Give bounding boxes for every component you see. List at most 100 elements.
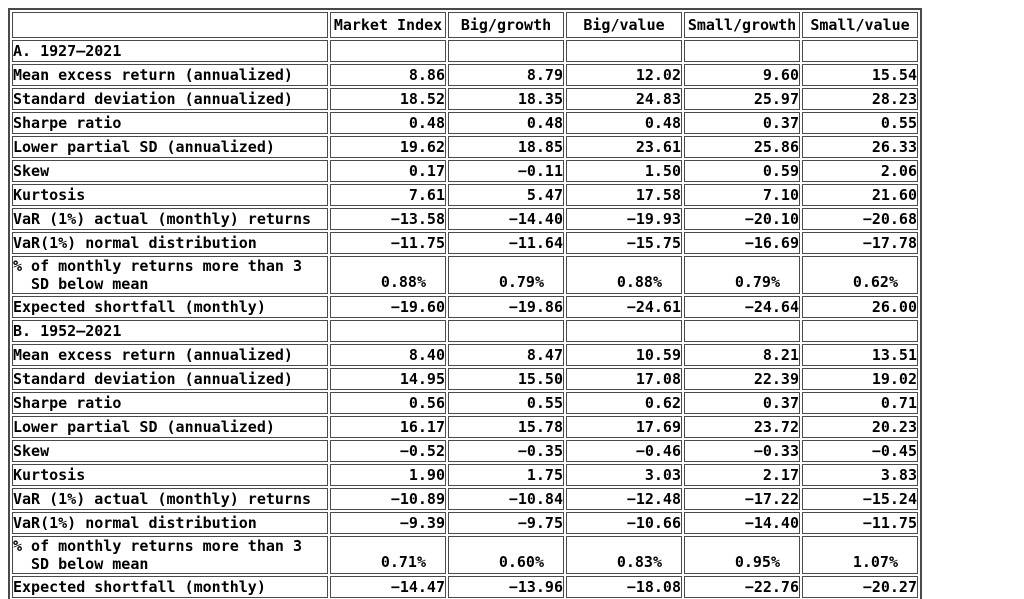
value-cell: 25.86	[684, 136, 800, 158]
table-row: VaR(1%) normal distribution −9.39 −9.75 −10…	[12, 512, 918, 534]
value-cell: 20.23	[802, 416, 918, 438]
value-cell: 8.47	[448, 344, 564, 366]
value-cell: 18.35	[448, 88, 564, 110]
row-label: % of monthly returns more than 3 SD below…	[12, 256, 328, 294]
value-cell: 7.61	[330, 184, 446, 206]
value-cell: 8.79	[448, 64, 564, 86]
table-row: Kurtosis 7.61 5.47 17.58 7.10 21.60	[12, 184, 918, 206]
value-cell: 19.62	[330, 136, 446, 158]
row-label: VaR(1%) normal distribution	[12, 232, 328, 254]
value-cell: 0.71	[802, 392, 918, 414]
value-cell: 23.61	[566, 136, 682, 158]
table-row: Mean excess return (annualized) 8.40 8.47 1…	[12, 344, 918, 366]
row-label: Mean excess return (annualized)	[12, 344, 328, 366]
value-cell: 0.71%	[330, 536, 446, 574]
table-row: Standard deviation (annualized) 18.52 18.3…	[12, 88, 918, 110]
row-label: Expected shortfall (monthly)	[12, 296, 328, 318]
value-cell: 0.48	[330, 112, 446, 134]
value-cell: 13.51	[802, 344, 918, 366]
value-cell: 8.40	[330, 344, 446, 366]
value-cell: −11.75	[330, 232, 446, 254]
value-cell: −17.78	[802, 232, 918, 254]
value-cell: −10.89	[330, 488, 446, 510]
value-cell: 18.52	[330, 88, 446, 110]
value-cell: 1.50	[566, 160, 682, 182]
table-row: Standard deviation (annualized) 14.95 15.5…	[12, 368, 918, 390]
value-cell: −14.47	[330, 576, 446, 598]
value-cell: 23.72	[684, 416, 800, 438]
value-cell: 5.47	[448, 184, 564, 206]
empty-cell	[330, 40, 446, 62]
value-cell: 26.00	[802, 296, 918, 318]
table-header-row: Market Index Big/growth Big/value Small/gro…	[12, 12, 918, 38]
row-label: Skew	[12, 160, 328, 182]
value-cell: 0.48	[448, 112, 564, 134]
row-label: Standard deviation (annualized)	[12, 88, 328, 110]
column-header: Market Index	[330, 12, 446, 38]
table-row: Lower partial SD (annualized) 16.17 15.78 1…	[12, 416, 918, 438]
empty-cell	[448, 320, 564, 342]
value-cell: −9.39	[330, 512, 446, 534]
table-row: VaR(1%) normal distribution −11.75 −11.64−…	[12, 232, 918, 254]
empty-cell	[330, 320, 446, 342]
value-cell: −19.86	[448, 296, 564, 318]
value-cell: 0.62	[566, 392, 682, 414]
empty-cell	[802, 320, 918, 342]
value-cell: 26.33	[802, 136, 918, 158]
value-cell: 17.58	[566, 184, 682, 206]
value-cell: 24.83	[566, 88, 682, 110]
value-cell: −15.75	[566, 232, 682, 254]
corner-cell	[12, 12, 328, 38]
value-cell: 0.55	[802, 112, 918, 134]
value-cell: 2.17	[684, 464, 800, 486]
value-cell: −24.61	[566, 296, 682, 318]
value-cell: 0.17	[330, 160, 446, 182]
row-label: Expected shortfall (monthly)	[12, 576, 328, 598]
value-cell: −0.35	[448, 440, 564, 462]
value-cell: 28.23	[802, 88, 918, 110]
row-label: Kurtosis	[12, 184, 328, 206]
row-label: Lower partial SD (annualized)	[12, 416, 328, 438]
section-header-row: A. 1927–2021	[12, 40, 918, 62]
portfolio-statistics-table: Market Index Big/growth Big/value Small/gro…	[8, 8, 922, 599]
value-cell: 0.37	[684, 112, 800, 134]
table-row: % of monthly returns more than 3 SD below…	[12, 536, 918, 574]
value-cell: −0.52	[330, 440, 446, 462]
value-cell: 2.06	[802, 160, 918, 182]
column-header: Small/value	[802, 12, 918, 38]
value-cell: −22.76	[684, 576, 800, 598]
row-label: Skew	[12, 440, 328, 462]
value-cell: −20.68	[802, 208, 918, 230]
value-cell: −11.75	[802, 512, 918, 534]
empty-cell	[802, 40, 918, 62]
column-header: Big/growth	[448, 12, 564, 38]
value-cell: 0.88%	[566, 256, 682, 294]
value-cell: 21.60	[802, 184, 918, 206]
value-cell: 0.60%	[448, 536, 564, 574]
table-row: Sharpe ratio 0.48 0.48 0.48 0.37 0.55	[12, 112, 918, 134]
value-cell: 19.02	[802, 368, 918, 390]
row-label: VaR (1%) actual (monthly) returns	[12, 488, 328, 510]
value-cell: 0.55	[448, 392, 564, 414]
value-cell: 0.95%	[684, 536, 800, 574]
section-header-row: B. 1952–2021	[12, 320, 918, 342]
value-cell: 0.79%	[448, 256, 564, 294]
value-cell: −24.64	[684, 296, 800, 318]
table-row: VaR (1%) actual (monthly) returns −10.89−…	[12, 488, 918, 510]
value-cell: −20.27	[802, 576, 918, 598]
value-cell: −10.84	[448, 488, 564, 510]
value-cell: 9.60	[684, 64, 800, 86]
table-row: VaR (1%) actual (monthly) returns −13.58−…	[12, 208, 918, 230]
value-cell: 1.90	[330, 464, 446, 486]
table-row: Expected shortfall (monthly) −14.47 −13.96…	[12, 576, 918, 598]
row-label: Sharpe ratio	[12, 112, 328, 134]
value-cell: −14.40	[684, 512, 800, 534]
empty-cell	[566, 320, 682, 342]
value-cell: −11.64	[448, 232, 564, 254]
value-cell: −0.33	[684, 440, 800, 462]
row-label-line1: % of monthly returns more than 3	[13, 537, 302, 555]
value-cell: 0.79%	[684, 256, 800, 294]
column-header: Big/value	[566, 12, 682, 38]
value-cell: 0.62%	[802, 256, 918, 294]
value-cell: −12.48	[566, 488, 682, 510]
